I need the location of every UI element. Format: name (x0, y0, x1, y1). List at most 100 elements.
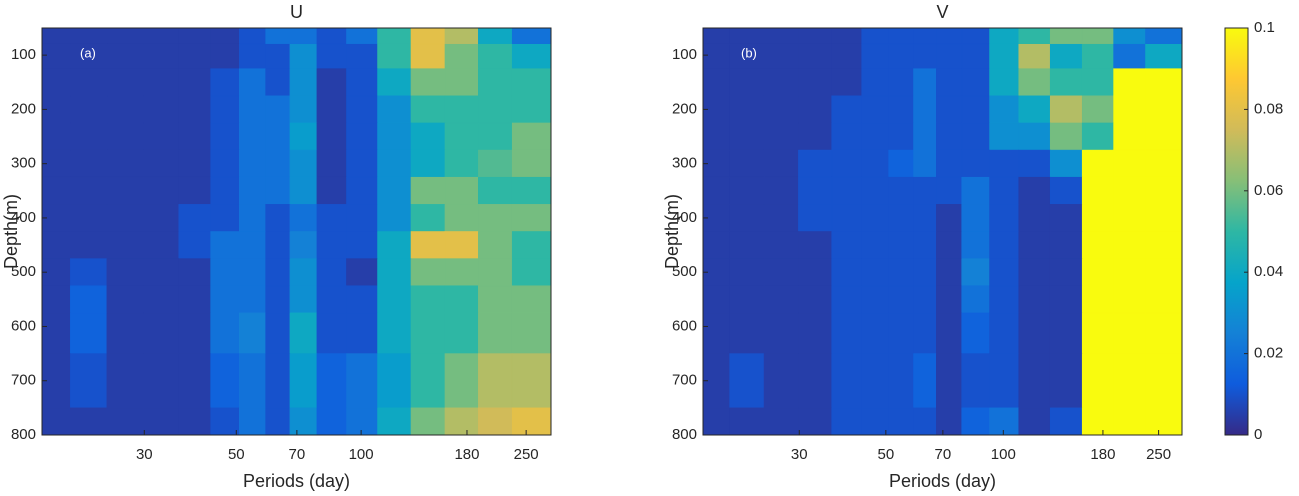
cell (210, 43, 240, 69)
cell (831, 312, 862, 354)
colorbar-tick-label: 0.06 (1254, 182, 1283, 199)
cell (1018, 95, 1051, 124)
y-tick-label: 300 (11, 155, 36, 172)
cell (478, 285, 513, 314)
cell (377, 43, 412, 69)
cell (265, 68, 291, 97)
cell (989, 95, 1020, 124)
cell (1081, 27, 1114, 45)
cell (1145, 68, 1183, 97)
cell (961, 407, 990, 436)
cell (861, 407, 889, 436)
cell (265, 312, 291, 354)
cell (410, 407, 446, 436)
cell (831, 231, 862, 259)
cell (346, 122, 378, 151)
cell (798, 407, 833, 436)
cell (143, 312, 180, 354)
cell (763, 43, 799, 69)
cell (478, 312, 513, 354)
cell (1049, 122, 1083, 151)
cell (861, 285, 889, 314)
cell (729, 95, 765, 124)
cell (989, 285, 1020, 314)
cell (478, 176, 513, 205)
cell (961, 68, 990, 97)
cell (511, 353, 552, 409)
cell (1113, 285, 1146, 314)
cell (346, 43, 378, 69)
y-axis-label: Depth(m) (1, 194, 21, 269)
cell (1081, 285, 1114, 314)
cell (1113, 68, 1146, 97)
cell (316, 176, 347, 205)
cell (989, 407, 1020, 436)
cell (1113, 258, 1146, 287)
cell (729, 231, 765, 259)
cell (1145, 122, 1183, 151)
chart-title: U (290, 2, 303, 22)
cell (1049, 353, 1083, 409)
cell (798, 43, 833, 69)
cell (316, 285, 347, 314)
cell (763, 95, 799, 124)
cell (178, 68, 211, 97)
cell (178, 231, 211, 259)
cell (936, 68, 963, 97)
cell (861, 258, 889, 287)
cell (831, 285, 862, 314)
cell (1018, 204, 1051, 232)
cell (1113, 122, 1146, 151)
cell (210, 407, 240, 436)
cell (861, 95, 889, 124)
cell (1145, 231, 1183, 259)
cell (1018, 407, 1051, 436)
cell (239, 149, 266, 178)
cell (478, 95, 513, 124)
cell (106, 149, 144, 178)
cell (70, 43, 108, 69)
cell (478, 407, 513, 436)
y-tick-label: 800 (11, 426, 36, 443)
cell (861, 176, 889, 205)
cell (961, 95, 990, 124)
colorbar-frame (1224, 27, 1249, 436)
cell (106, 312, 144, 354)
cell (265, 95, 291, 124)
cell (444, 95, 479, 124)
cell (913, 407, 937, 436)
y-tick-label: 700 (672, 372, 697, 389)
cell (106, 68, 144, 97)
cell (346, 68, 378, 97)
x-axis-label: Periods (day) (889, 471, 996, 491)
cell (961, 285, 990, 314)
cell (478, 204, 513, 232)
cell (178, 407, 211, 436)
cell (289, 176, 318, 205)
cell (961, 312, 990, 354)
cell (377, 176, 412, 205)
cell (316, 27, 347, 45)
cell (763, 68, 799, 97)
cell (702, 68, 730, 97)
heatmap-cells (41, 27, 552, 436)
cell (511, 122, 552, 151)
cell (729, 176, 765, 205)
cell (729, 43, 765, 69)
cell (1049, 285, 1083, 314)
cell (239, 285, 266, 314)
cell (763, 407, 799, 436)
cell (831, 204, 862, 232)
cell (70, 27, 108, 45)
x-tick-label: 70 (289, 446, 306, 463)
cell (210, 353, 240, 409)
y-tick-label: 500 (11, 263, 36, 280)
cell (239, 68, 266, 97)
cell (239, 312, 266, 354)
cell (289, 204, 318, 232)
cell (239, 353, 266, 409)
cell (763, 149, 799, 178)
cell (377, 27, 412, 45)
cell (763, 312, 799, 354)
cell (1049, 95, 1083, 124)
